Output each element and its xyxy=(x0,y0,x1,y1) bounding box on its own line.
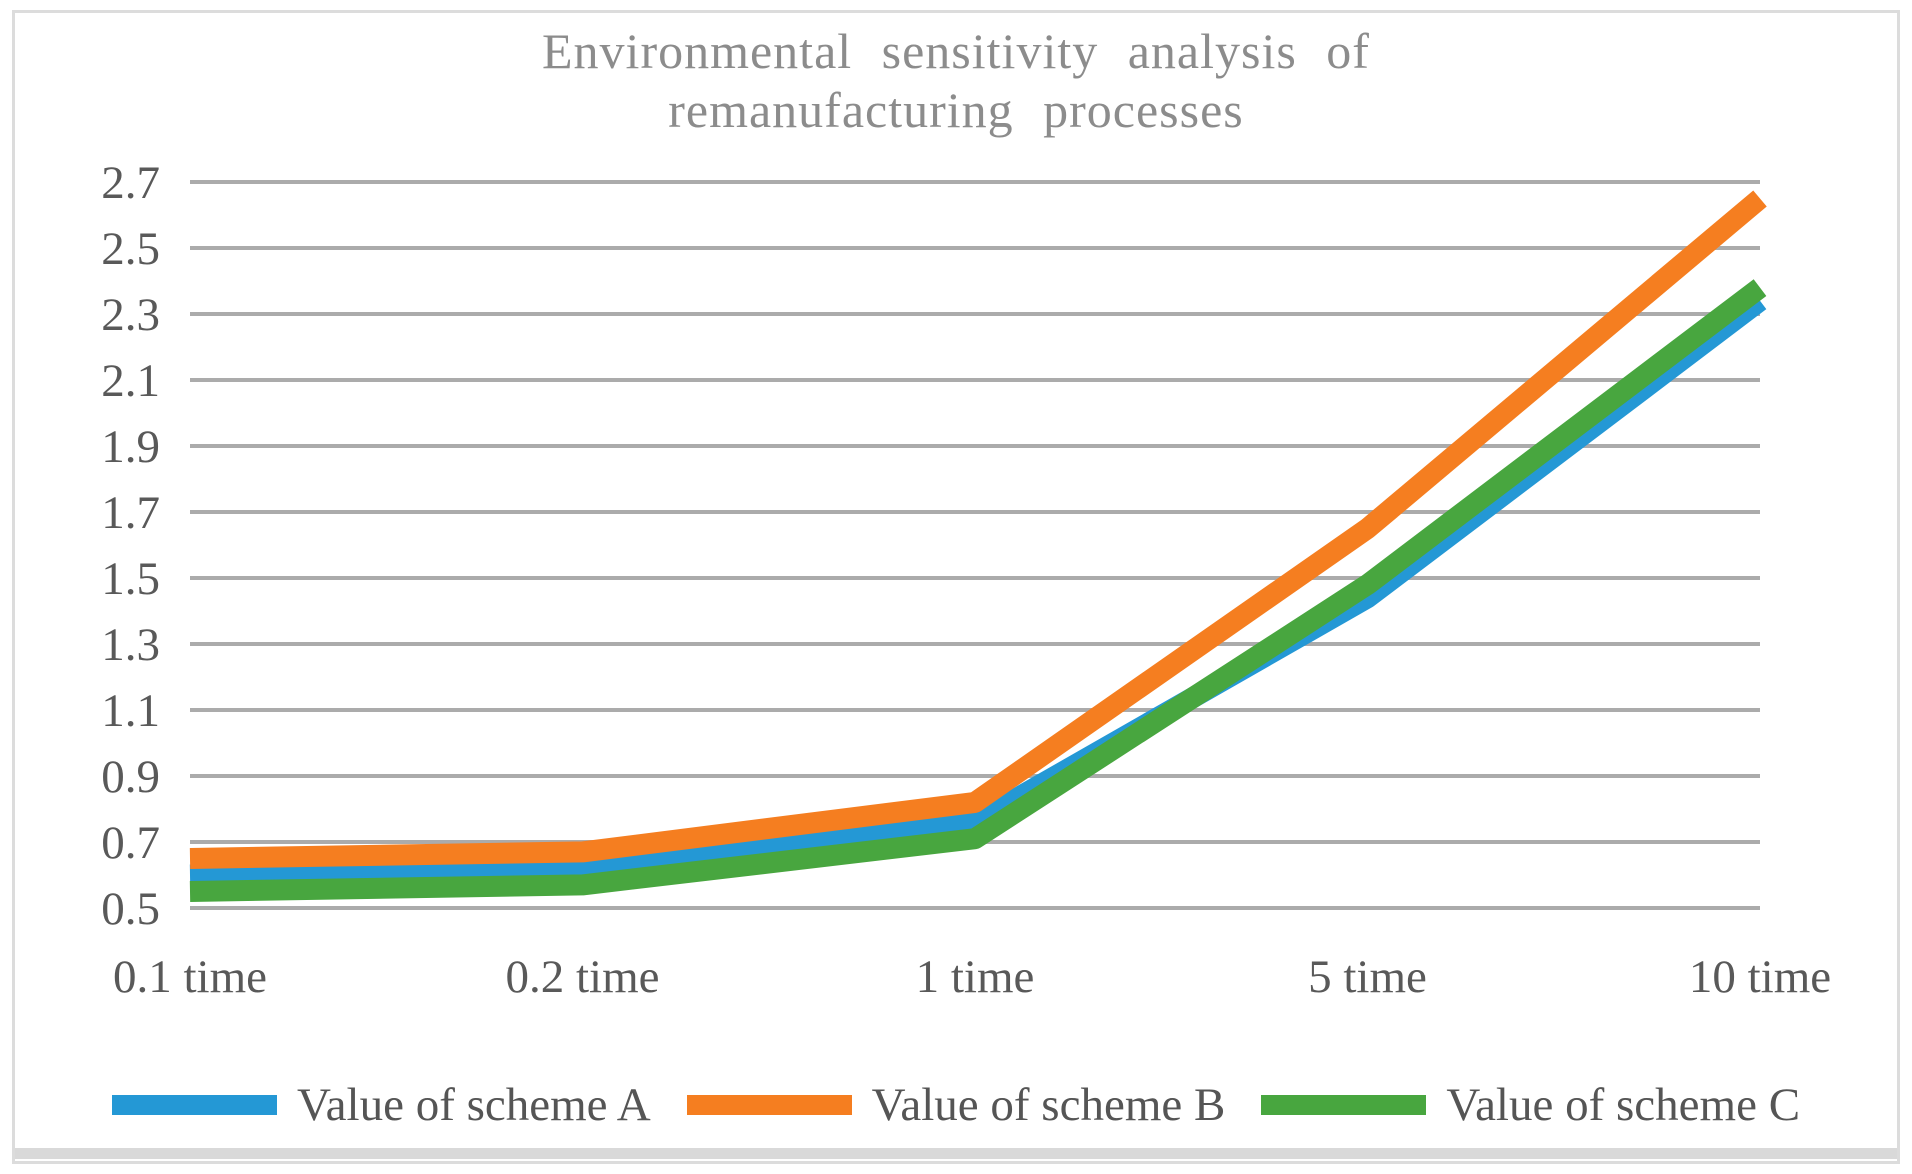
legend-swatch-scheme-c-icon xyxy=(1261,1095,1427,1115)
legend-label-scheme-a: Value of scheme A xyxy=(296,1079,651,1131)
x-category-label: 5 time xyxy=(1308,951,1427,1003)
y-tick-label: 1.5 xyxy=(101,553,160,605)
legend-swatch-scheme-a-icon xyxy=(111,1095,277,1115)
y-tick-label: 0.7 xyxy=(101,817,160,869)
series-line-value-of-scheme-b xyxy=(189,190,1767,869)
y-tick-label: 1.9 xyxy=(101,421,160,473)
series-line-value-of-scheme-a xyxy=(189,292,1767,886)
y-tick-label: 1.7 xyxy=(101,487,160,539)
legend-label-scheme-b: Value of scheme B xyxy=(871,1079,1226,1131)
gridlines xyxy=(190,180,1760,910)
y-tick-label: 1.1 xyxy=(101,685,160,737)
legend-item-scheme-b: Value of scheme B xyxy=(686,1078,1226,1132)
legend-label-scheme-c: Value of scheme C xyxy=(1446,1079,1801,1131)
y-tick-label: 2.3 xyxy=(101,289,160,341)
x-category-label: 10 time xyxy=(1689,951,1831,1003)
x-axis-category-labels: 0.1 time 0.2 time 1 time 5 time 10 time xyxy=(113,951,1831,1003)
bottom-scroll-bar[interactable] xyxy=(14,1148,1898,1159)
legend-item-scheme-a: Value of scheme A xyxy=(111,1078,651,1132)
y-axis-tick-labels: 0.5 0.7 0.9 1.1 1.3 1.5 1.7 1.9 2.1 2.3 2.5 2.7 xyxy=(101,157,160,935)
y-tick-label: 2.7 xyxy=(101,157,160,209)
y-tick-label: 0.9 xyxy=(101,751,160,803)
y-tick-label: 0.5 xyxy=(101,883,160,935)
legend: Value of scheme A Value of scheme B Valu… xyxy=(0,1078,1912,1132)
series-lines xyxy=(189,190,1767,902)
chart-title: Environmental sensitivity analysis of re… xyxy=(542,23,1370,138)
legend-item-scheme-c: Value of scheme C xyxy=(1261,1078,1800,1132)
y-tick-label: 2.5 xyxy=(101,223,160,275)
x-category-label: 0.1 time xyxy=(113,951,267,1003)
legend-swatch-scheme-b-icon xyxy=(686,1095,852,1115)
x-category-label: 1 time xyxy=(916,951,1035,1003)
x-category-label: 0.2 time xyxy=(505,951,659,1003)
series-line-value-of-scheme-c xyxy=(189,279,1767,902)
y-tick-label: 2.1 xyxy=(101,355,160,407)
y-tick-label: 1.3 xyxy=(101,619,160,671)
